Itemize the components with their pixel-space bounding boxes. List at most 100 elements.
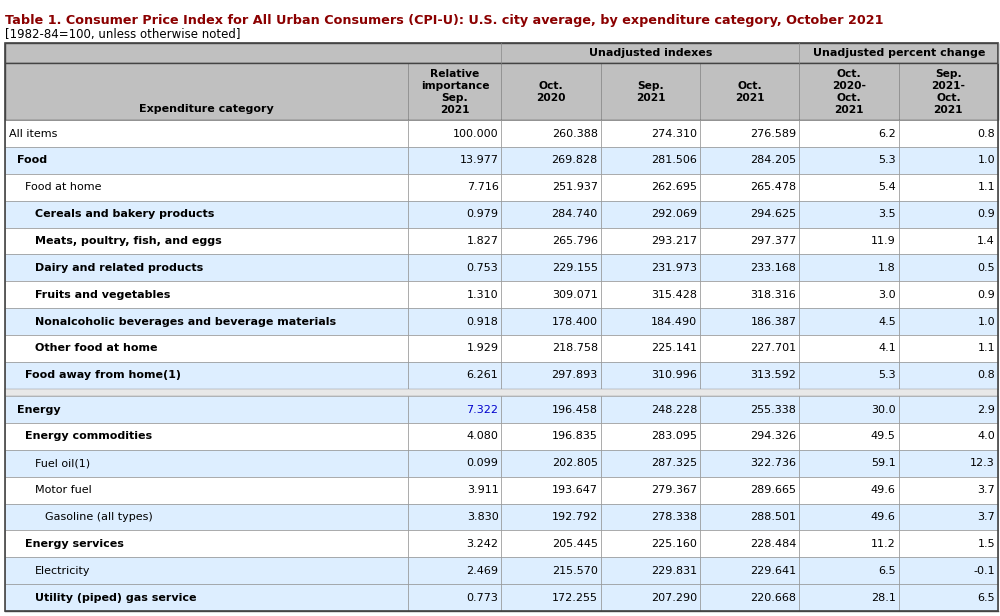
- Bar: [601, 584, 700, 611]
- Bar: [5, 584, 408, 611]
- Text: 0.979: 0.979: [466, 209, 498, 219]
- Text: 59.1: 59.1: [871, 458, 896, 468]
- Text: Food away from home(1): Food away from home(1): [25, 370, 181, 380]
- Bar: [700, 120, 799, 147]
- Bar: [899, 530, 998, 557]
- Bar: [799, 254, 899, 282]
- Text: 192.792: 192.792: [552, 512, 598, 522]
- Bar: [5, 174, 408, 201]
- Bar: [501, 63, 601, 120]
- Text: [1982-84=100, unless otherwise noted]: [1982-84=100, unless otherwise noted]: [5, 28, 240, 41]
- Bar: [501, 254, 601, 282]
- Text: 265.796: 265.796: [552, 236, 598, 246]
- Bar: [5, 227, 408, 254]
- Bar: [899, 308, 998, 335]
- Bar: [5, 63, 408, 120]
- Bar: [799, 584, 899, 611]
- Text: 255.338: 255.338: [751, 405, 796, 415]
- Bar: [408, 174, 501, 201]
- Bar: [408, 450, 501, 477]
- Text: 274.310: 274.310: [651, 129, 697, 139]
- Text: 313.592: 313.592: [751, 370, 796, 380]
- Text: 0.918: 0.918: [467, 317, 498, 326]
- Bar: [700, 477, 799, 504]
- Text: 1.1: 1.1: [977, 344, 995, 354]
- Text: 3.5: 3.5: [878, 209, 896, 219]
- Text: 49.6: 49.6: [871, 512, 896, 522]
- Text: 13.977: 13.977: [459, 155, 498, 166]
- Text: 1.4: 1.4: [977, 236, 995, 246]
- Bar: [799, 477, 899, 504]
- Bar: [601, 308, 700, 335]
- Bar: [5, 389, 998, 396]
- Text: 178.400: 178.400: [552, 317, 598, 326]
- Text: 215.570: 215.570: [552, 565, 598, 576]
- Text: All items: All items: [9, 129, 57, 139]
- Bar: [700, 504, 799, 530]
- Text: 5.4: 5.4: [878, 182, 896, 192]
- Text: Relative
importance
Sep.
2021: Relative importance Sep. 2021: [421, 69, 489, 115]
- Text: Fuel oil(1): Fuel oil(1): [35, 458, 90, 468]
- Bar: [799, 396, 899, 423]
- Bar: [5, 396, 408, 423]
- Bar: [700, 201, 799, 227]
- Text: 220.668: 220.668: [750, 593, 796, 602]
- Bar: [501, 557, 601, 584]
- Text: 28.1: 28.1: [871, 593, 896, 602]
- Text: Unadjusted percent change: Unadjusted percent change: [813, 48, 985, 59]
- Text: 1.0: 1.0: [977, 317, 995, 326]
- Text: 6.2: 6.2: [878, 129, 896, 139]
- Text: 49.5: 49.5: [871, 431, 896, 442]
- Bar: [501, 450, 601, 477]
- Text: 0.099: 0.099: [467, 458, 498, 468]
- Text: 1.0: 1.0: [977, 155, 995, 166]
- Bar: [5, 362, 408, 389]
- Bar: [799, 227, 899, 254]
- Bar: [799, 530, 899, 557]
- Text: 3.0: 3.0: [878, 290, 896, 300]
- Text: 184.490: 184.490: [651, 317, 697, 326]
- Bar: [700, 423, 799, 450]
- Bar: [408, 201, 501, 227]
- Bar: [501, 120, 601, 147]
- Text: 7.322: 7.322: [466, 405, 498, 415]
- Text: 225.160: 225.160: [651, 539, 697, 549]
- Text: Oct.
2020-
Oct.
2021: Oct. 2020- Oct. 2021: [832, 69, 866, 115]
- Text: 284.740: 284.740: [552, 209, 598, 219]
- Text: 2.9: 2.9: [977, 405, 995, 415]
- Text: 196.835: 196.835: [552, 431, 598, 442]
- Text: Unadjusted indexes: Unadjusted indexes: [589, 48, 712, 59]
- Text: 309.071: 309.071: [552, 290, 598, 300]
- Text: -0.1: -0.1: [973, 565, 995, 576]
- Text: 260.388: 260.388: [552, 129, 598, 139]
- Text: 315.428: 315.428: [651, 290, 697, 300]
- Text: Fruits and vegetables: Fruits and vegetables: [35, 290, 170, 300]
- Bar: [501, 504, 601, 530]
- Bar: [408, 254, 501, 282]
- Bar: [601, 477, 700, 504]
- Text: 4.080: 4.080: [467, 431, 498, 442]
- Bar: [700, 308, 799, 335]
- Text: 6.5: 6.5: [977, 593, 995, 602]
- Text: 6.261: 6.261: [467, 370, 498, 380]
- Bar: [408, 584, 501, 611]
- Bar: [899, 63, 998, 120]
- Bar: [700, 584, 799, 611]
- Bar: [799, 362, 899, 389]
- Bar: [799, 308, 899, 335]
- Bar: [601, 396, 700, 423]
- Text: 294.625: 294.625: [750, 209, 796, 219]
- Text: 1.827: 1.827: [466, 236, 498, 246]
- Text: 281.506: 281.506: [651, 155, 697, 166]
- Bar: [501, 396, 601, 423]
- Bar: [5, 477, 408, 504]
- Bar: [601, 362, 700, 389]
- Text: 294.326: 294.326: [750, 431, 796, 442]
- Text: 289.665: 289.665: [750, 485, 796, 495]
- Text: 288.501: 288.501: [750, 512, 796, 522]
- Bar: [501, 335, 601, 362]
- Bar: [700, 396, 799, 423]
- Text: Oct.
2021: Oct. 2021: [735, 81, 764, 103]
- Bar: [501, 584, 601, 611]
- Text: 3.7: 3.7: [977, 485, 995, 495]
